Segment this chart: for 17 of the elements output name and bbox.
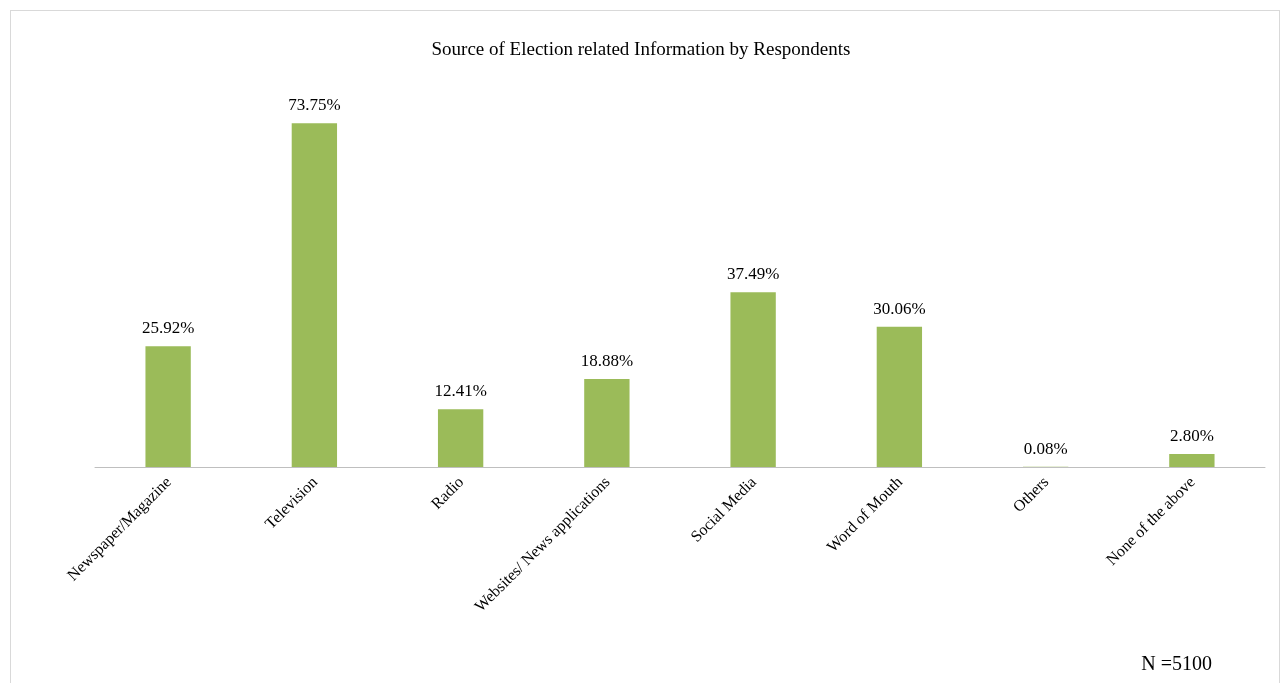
data-label: 0.08% [1023,438,1068,458]
data-label: 18.88% [580,350,634,370]
chart-title: Source of Election related Information by Respondents [431,38,851,59]
bar [584,378,630,467]
bar [876,326,923,467]
data-label: 37.49% [726,264,780,284]
bar [145,346,191,467]
text: N =5100 [1141,652,1213,674]
bar [291,123,338,467]
bar [730,292,776,467]
bar [437,409,484,467]
data-label: 73.75% [288,95,341,115]
bar [1169,453,1215,467]
data-label: 25.92% [141,318,195,338]
data-label: 2.80% [1169,425,1214,445]
data-label: 12.41% [434,381,487,401]
data-label: 30.06% [873,298,926,318]
